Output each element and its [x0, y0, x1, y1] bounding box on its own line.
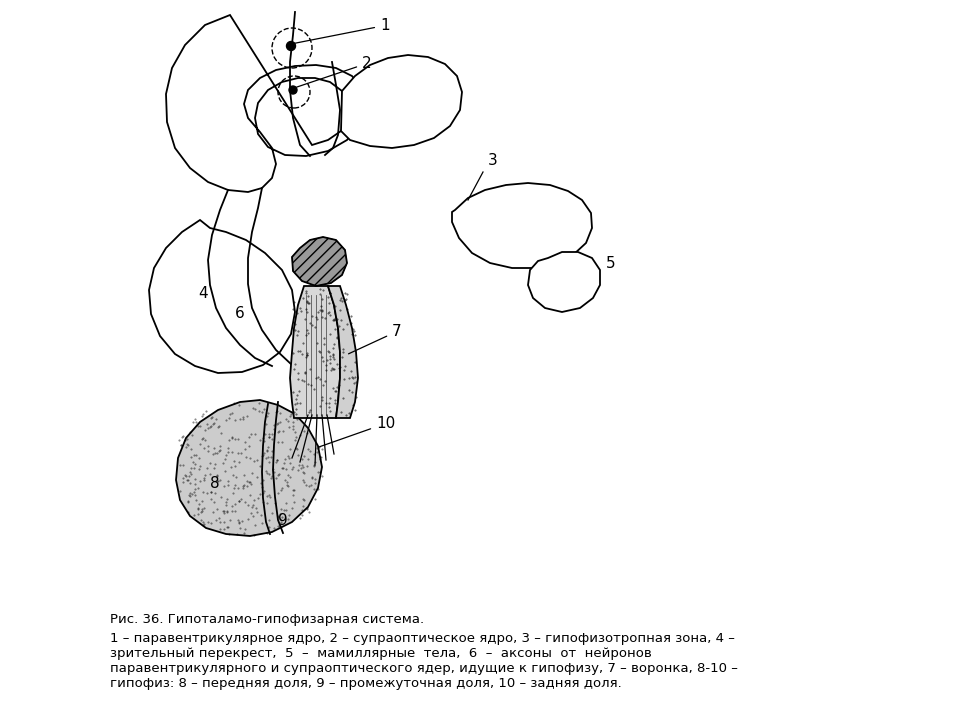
Text: Рис. 36. Гипоталамо-гипофизарная система.: Рис. 36. Гипоталамо-гипофизарная система… [110, 613, 424, 626]
Text: 6: 6 [235, 306, 245, 321]
Text: 4: 4 [198, 286, 207, 301]
Polygon shape [341, 55, 462, 148]
Text: 2: 2 [297, 56, 372, 87]
Text: 10: 10 [319, 416, 396, 447]
Polygon shape [149, 220, 295, 373]
Text: 1 – паравентрикулярное ядро, 2 – супраоптическое ядро, 3 – гипофизотропная зона,: 1 – паравентрикулярное ядро, 2 – супраоп… [110, 632, 738, 690]
Polygon shape [292, 237, 347, 286]
Text: 9: 9 [278, 513, 288, 528]
Polygon shape [328, 286, 358, 418]
Polygon shape [452, 183, 592, 268]
Text: 1: 1 [294, 18, 390, 43]
Polygon shape [166, 15, 366, 192]
Polygon shape [528, 252, 600, 312]
Text: 3: 3 [488, 153, 497, 168]
Polygon shape [290, 286, 340, 418]
Circle shape [286, 42, 296, 50]
Text: 7: 7 [348, 324, 401, 354]
Circle shape [289, 86, 297, 94]
Text: 5: 5 [606, 256, 615, 271]
Polygon shape [176, 400, 322, 536]
Text: 8: 8 [210, 476, 220, 491]
